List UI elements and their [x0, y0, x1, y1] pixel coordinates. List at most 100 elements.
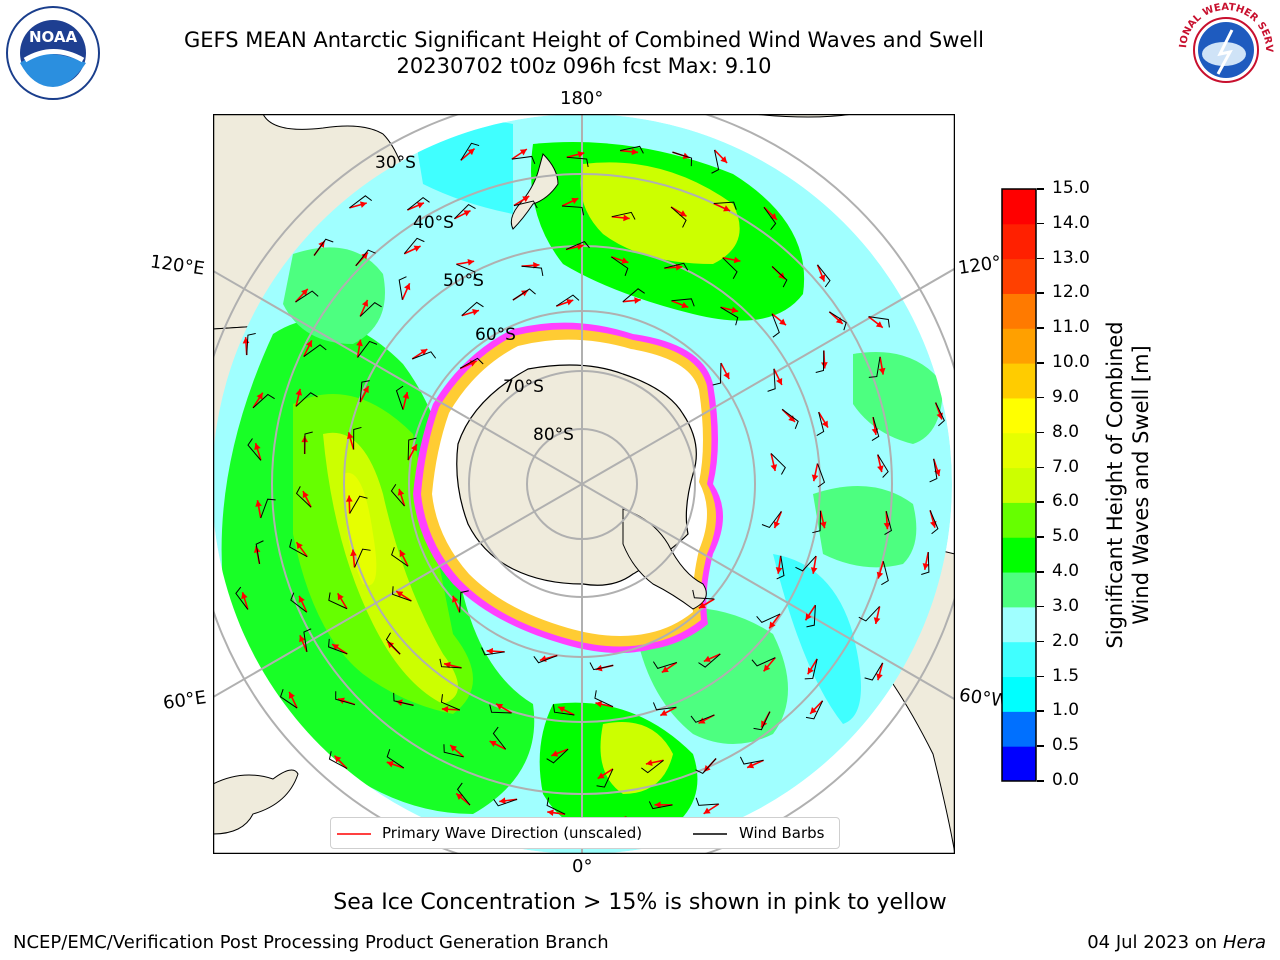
- wind-barb: [692, 589, 715, 600]
- colorbar-tick-mark: [1037, 362, 1044, 364]
- wind-barb: [864, 662, 884, 681]
- nws-logo: NATIONAL WEATHER SERVICE: [1176, 0, 1274, 97]
- wave-arrow-head: [810, 567, 818, 574]
- wave-arrow-head: [396, 591, 404, 598]
- wave-arrow-head: [496, 703, 504, 710]
- wind-barb: [763, 206, 777, 231]
- colorbar-tick-mark: [1037, 710, 1044, 712]
- colorbar-tick-label: 9.0: [1052, 386, 1080, 407]
- wave-arrow-head: [698, 602, 706, 609]
- wind-barb: [313, 238, 334, 256]
- wind-barb: [247, 438, 262, 461]
- wind-barb: [812, 510, 822, 534]
- wave-arrow-head: [404, 283, 411, 291]
- colorbar-tick-label: 1.0: [1052, 700, 1080, 721]
- colorbar-cell: [1002, 641, 1036, 678]
- colorbar-cell: [1002, 363, 1036, 399]
- wave-arrow-head: [558, 706, 566, 713]
- colorbar-tick-mark: [1037, 431, 1044, 434]
- wind-barb: [456, 263, 476, 280]
- wave-arrow-head: [807, 667, 814, 675]
- wave-arrow-head: [821, 362, 828, 369]
- wind-barb: [546, 748, 569, 764]
- wind-barb: [279, 689, 298, 709]
- lon-label-120w: 120°: [956, 252, 1003, 279]
- colorbar-tick-mark: [1037, 780, 1044, 782]
- wave-arrow-head: [254, 443, 261, 451]
- wind-barb: [412, 351, 437, 360]
- wind-barb: [594, 690, 614, 708]
- wind-barb: [335, 691, 356, 706]
- wave-arrow-head: [547, 809, 554, 817]
- wave-arrow-head: [551, 750, 559, 757]
- wave-arrow-head: [255, 500, 262, 507]
- wind-barb: [403, 237, 425, 255]
- wave-arrow-head: [877, 465, 884, 473]
- wind-barb: [566, 156, 589, 167]
- wave-arrow-head: [821, 420, 828, 428]
- map-legend: Primary Wave Direction (unscaled) Wind B…: [330, 817, 840, 849]
- wave-arrow-head: [645, 759, 653, 767]
- wind-barb: [295, 290, 319, 303]
- colorbar-cell: [1002, 397, 1036, 434]
- wind-barb: [353, 426, 362, 450]
- wind-barb: [533, 655, 558, 664]
- wind-barb: [295, 486, 312, 508]
- wind-barb: [252, 393, 275, 409]
- wave-arrow-head: [456, 793, 464, 800]
- wave-arrow-head: [413, 245, 421, 252]
- wind-barb: [493, 798, 518, 807]
- wind-barb: [443, 744, 464, 758]
- wave-arrow-head: [654, 801, 661, 809]
- wind-barb: [304, 431, 313, 455]
- colorbar-cell: [1002, 293, 1036, 329]
- wind-barb: [816, 412, 825, 436]
- wave-arrow-head: [747, 762, 755, 769]
- wind-barbs: [235, 142, 945, 831]
- wind-barb: [712, 363, 722, 386]
- wind-barb: [641, 759, 664, 774]
- wind-barb: [235, 586, 249, 610]
- colorbar-cell: [1002, 537, 1036, 573]
- colorbar-cell: [1002, 711, 1036, 747]
- wind-barb: [511, 155, 536, 165]
- wind-barb: [648, 801, 673, 810]
- colorbar-tick-label: 15.0: [1052, 178, 1090, 198]
- colorbar-tick-label: 0.5: [1052, 735, 1080, 756]
- wave-arrow-head: [441, 705, 449, 713]
- wave-arrow-head: [595, 700, 603, 708]
- wind-barb: [652, 661, 677, 669]
- wave-arrow-head: [402, 392, 410, 399]
- colorbar-tick-label: 8.0: [1052, 421, 1080, 442]
- wave-arrow-head: [788, 415, 796, 422]
- wave-arrow-head: [576, 243, 584, 250]
- wind-barb: [460, 142, 480, 161]
- wind-barb: [439, 658, 462, 669]
- lat-label-80s: 80°S: [533, 425, 574, 445]
- wind-barb: [771, 313, 780, 338]
- wave-arrow-head: [463, 210, 471, 217]
- wave-arrow-head: [296, 542, 303, 550]
- wave-arrow-head: [763, 664, 771, 672]
- wind-barb: [391, 547, 409, 567]
- colorbar-tick-label: 0.0: [1052, 770, 1080, 790]
- wind-barb: [565, 240, 590, 250]
- wave-arrow-head: [621, 257, 629, 264]
- colorbar-cell: [1002, 467, 1036, 503]
- wind-barb: [328, 751, 348, 770]
- wave-arrow-head: [577, 151, 585, 158]
- wind-barb: [398, 276, 407, 300]
- footer-machine: Hera: [1222, 932, 1266, 953]
- wind-barb: [303, 344, 327, 357]
- wave-arrow-head: [334, 755, 342, 763]
- wind-barb: [698, 653, 721, 668]
- colorbar-tick-mark: [1037, 536, 1044, 538]
- wind-barb: [751, 657, 776, 667]
- wind-barb: [671, 298, 695, 307]
- lat-label-60s: 60°S: [475, 325, 516, 345]
- wind-barb: [829, 311, 847, 331]
- chart-title: GEFS MEAN Antarctic Significant Height o…: [183, 28, 985, 52]
- colorbar-cell: [1002, 328, 1036, 364]
- wave-arrow-head: [467, 148, 475, 156]
- wind-barb: [670, 206, 687, 228]
